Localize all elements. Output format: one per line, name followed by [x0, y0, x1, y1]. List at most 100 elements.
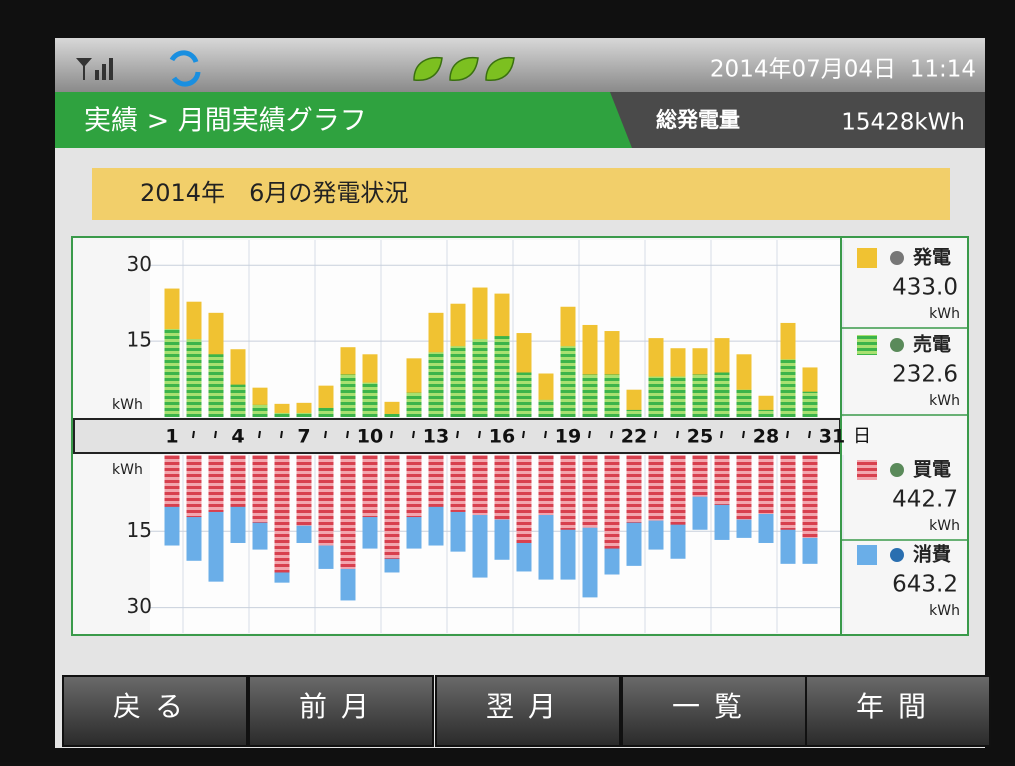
- upper-bar: [582, 374, 598, 417]
- lower-bar: [164, 455, 180, 507]
- legend-unit: kWh: [929, 393, 960, 409]
- y2-tick-label: 30: [127, 594, 152, 618]
- upper-bar: [230, 384, 246, 417]
- y2-tick-label: 15: [127, 518, 152, 542]
- nav-button[interactable]: [805, 675, 991, 747]
- header-total-panel: [610, 92, 985, 148]
- legend-icon: [890, 548, 904, 562]
- x-tick-mark: [544, 430, 547, 439]
- lower-bar: [230, 455, 246, 507]
- lower-bar: [186, 455, 202, 518]
- lower-bar: [736, 455, 752, 520]
- upper-bar: [604, 374, 620, 417]
- upper-bar: [362, 382, 378, 417]
- x-tick-label: 4: [231, 426, 244, 448]
- upper-bar: [802, 391, 818, 417]
- x-tick-label: 13: [423, 426, 449, 448]
- lower-bar: [406, 455, 422, 518]
- upper-bar: [428, 352, 444, 417]
- x-tick-mark: [654, 430, 657, 439]
- upper-bar: [538, 399, 554, 417]
- eco-leaves: [413, 56, 515, 82]
- status-bar: [55, 38, 985, 92]
- status-date: 2014年07月04日: [710, 57, 896, 83]
- legend-icon: [890, 463, 904, 477]
- legend-name: 買電: [913, 459, 951, 481]
- x-tick-label: 31: [819, 426, 845, 448]
- x-tick-mark: [610, 430, 613, 439]
- legend-swatch: [857, 545, 877, 565]
- legend-total: 232.6: [892, 362, 958, 388]
- sync-icon: [169, 50, 201, 87]
- legend-swatch: [857, 460, 877, 480]
- upper-bar: [164, 329, 180, 417]
- lower-bar: [670, 455, 686, 525]
- legend-unit: kWh: [929, 603, 960, 619]
- upper-bar: [472, 339, 488, 417]
- nav-button[interactable]: [435, 675, 621, 747]
- x-tick-mark: [786, 430, 789, 439]
- legend-unit: kWh: [929, 306, 960, 322]
- nav-button-label[interactable]: 戻る: [113, 690, 197, 723]
- nav-button-label[interactable]: 前月: [299, 690, 383, 723]
- legend-name: 発電: [912, 246, 951, 269]
- upper-bar: [648, 376, 664, 417]
- upper-bar: [714, 372, 730, 417]
- x-tick-label: 28: [753, 426, 779, 448]
- title-box: [92, 168, 950, 220]
- nav-button-label[interactable]: 年間: [856, 690, 940, 723]
- y-tick-label: 15: [127, 328, 152, 352]
- x-tick-mark: [214, 430, 217, 439]
- upper-bar: [692, 374, 708, 417]
- lower-bar: [604, 455, 620, 549]
- upper-bar: [450, 346, 466, 417]
- x-axis-label: 日: [853, 426, 871, 447]
- lower-bar: [450, 455, 466, 512]
- upper-bar: [670, 376, 686, 417]
- lower-bar: [538, 455, 554, 516]
- upper-bar: [186, 339, 202, 417]
- total-label: 総発電量: [656, 108, 740, 132]
- lower-bar: [208, 455, 224, 512]
- legend-swatch: [857, 248, 877, 268]
- x-tick-mark: [390, 430, 393, 439]
- upper-bar: [384, 401, 400, 417]
- lower-bar: [626, 455, 642, 523]
- upper-bar: [274, 412, 290, 417]
- breadcrumb: 実績 > 月間実績グラフ: [84, 106, 367, 137]
- lower-bar: [252, 455, 268, 523]
- upper-bar: [560, 346, 576, 417]
- y-tick-label: 30: [127, 252, 152, 276]
- x-tick-label: 19: [555, 426, 581, 448]
- x-tick-label: 16: [489, 426, 515, 448]
- signal-icon: [76, 58, 113, 80]
- legend-name: 消費: [913, 543, 951, 566]
- x-tick-mark: [280, 430, 283, 439]
- legend-unit: kWh: [929, 518, 960, 534]
- lower-bar: [384, 455, 400, 559]
- x-axis-band: [73, 418, 841, 454]
- x-tick-label: 7: [297, 426, 310, 448]
- x-tick-mark: [478, 430, 481, 439]
- nav-button[interactable]: [248, 675, 434, 747]
- x-tick-mark: [456, 430, 459, 439]
- lower-bar: [516, 455, 532, 543]
- nav-button-label[interactable]: 一覧: [672, 690, 756, 723]
- lower-bar: [714, 455, 730, 505]
- lower-bar: [758, 455, 774, 514]
- x-tick-mark: [808, 430, 811, 439]
- x-tick-mark: [720, 430, 723, 439]
- upper-bar: [318, 407, 334, 417]
- lower-bar: [362, 455, 378, 518]
- x-tick-label: 10: [357, 426, 383, 448]
- x-tick-mark: [412, 430, 415, 439]
- lower-bar: [582, 455, 598, 528]
- y-unit: kWh: [112, 397, 143, 413]
- nav-button[interactable]: [621, 675, 807, 747]
- upper-bar: [780, 359, 796, 417]
- total-value: 15428kWh: [841, 110, 965, 136]
- nav-button[interactable]: [62, 675, 248, 747]
- legend-total: 433.0: [892, 275, 958, 301]
- chart-title: 2014年 6月の発電状況: [140, 179, 408, 207]
- nav-button-label[interactable]: 翌月: [486, 690, 570, 723]
